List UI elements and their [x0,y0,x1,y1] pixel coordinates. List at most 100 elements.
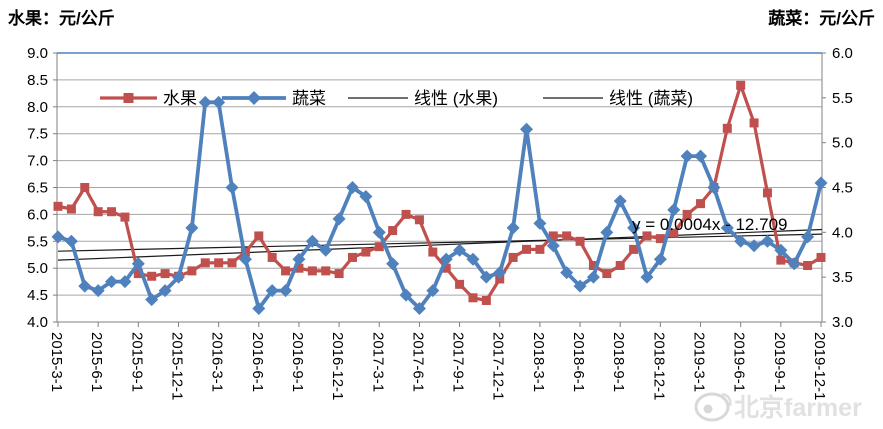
square-marker-icon [401,209,411,219]
left-axis-tick-label: 7.0 [27,153,48,170]
x-axis-tick-label: 2017-9-1 [450,332,467,392]
square-marker-icon [414,215,424,225]
diamond-marker-icon [292,252,306,266]
left-axis-tick-label: 4.5 [27,287,48,304]
diamond-marker-icon [466,252,480,266]
x-axis-tick-label: 2016-9-1 [289,332,306,392]
x-axis-tick-label: 2016-6-1 [249,332,266,392]
legend-item-label: 水果 [163,89,197,108]
diamond-marker-icon [707,181,721,194]
left-axis-tick-label: 9.0 [27,45,48,62]
square-marker-icon [441,263,451,273]
legend-item-label: 蔬菜 [292,89,326,108]
diamond-marker-icon [118,275,132,289]
diamond-marker-icon [399,288,413,302]
diamond-marker-icon [720,221,734,235]
diamond-marker-icon [814,176,828,190]
left-axis-tick-label: 7.5 [27,126,48,143]
square-marker-icon [803,261,813,271]
square-marker-icon [133,269,143,279]
diamond-marker-icon [78,279,92,293]
right-axis-title: 蔬菜：元/公斤 [768,9,875,28]
diamond-marker-icon [345,181,359,194]
square-marker-icon [655,234,665,244]
right-axis-tick-label: 4.0 [832,224,853,241]
square-marker-icon [736,80,746,90]
watermark-text: 北京farmer [734,393,862,422]
x-axis-tick-label: 2017-6-1 [409,332,426,392]
diamond-marker-icon [533,216,547,230]
square-marker-icon [334,269,344,279]
diamond-marker-icon [305,234,319,248]
diamond-marker-icon [247,91,261,105]
legend-item: 蔬菜 [222,89,326,108]
diamond-marker-icon [479,270,493,284]
x-axis-tick-label: 2016-12-1 [329,332,346,400]
right-axis-tick-label: 3.0 [832,314,853,331]
diamond-marker-icon [506,221,520,235]
diamond-marker-icon [520,122,534,136]
diamond-marker-icon [238,252,252,266]
diamond-marker-icon [158,284,172,298]
square-marker-icon [722,123,732,133]
square-marker-icon [267,252,277,262]
square-marker-icon [776,255,786,265]
square-marker-icon [307,266,317,276]
diamond-marker-icon [225,181,239,194]
square-marker-icon [80,183,90,192]
diamond-marker-icon [560,266,574,280]
diamond-marker-icon [198,95,212,109]
diamond-marker-icon [185,221,199,235]
diamond-marker-icon [171,270,185,284]
watermark: 北京farmer [694,392,862,422]
right-axis-tick-label: 5.5 [832,90,853,107]
square-marker-icon [187,266,197,276]
square-marker-icon [575,236,585,246]
diamond-marker-icon [667,203,681,217]
legend-item: 线性 (蔬菜) [543,89,693,108]
diamond-marker-icon [386,257,400,271]
square-marker-icon [548,231,558,241]
vegetable-series [51,95,828,316]
x-axis-tick-label: 2015-12-1 [168,332,185,400]
x-axis-tick-label: 2015-6-1 [88,332,105,392]
square-marker-icon [294,263,304,273]
square-marker-icon [642,231,652,241]
square-marker-icon [227,258,237,268]
diamond-marker-icon [453,243,467,257]
square-marker-icon [481,295,491,305]
left-axis-tick-label: 6.0 [27,206,48,223]
left-axis-tick-label: 8.0 [27,99,48,116]
square-marker-icon [588,261,598,271]
square-marker-icon [762,188,772,198]
x-axis-tick-label: 2015-3-1 [48,332,65,392]
legend: 水果 蔬菜 线性 (水果) 线性 (蔬菜) [100,89,693,108]
square-marker-icon [669,228,679,238]
square-marker-icon [602,269,612,279]
right-axis-tick-label: 5.0 [832,135,853,152]
diamond-marker-icon [546,239,560,253]
diamond-marker-icon [131,257,145,271]
x-axis-tick-label: 2017-3-1 [369,332,386,392]
diamond-marker-icon [51,230,65,244]
square-marker-icon [93,207,103,217]
x-axis-tick-label: 2018-12-1 [650,332,667,400]
diamond-marker-icon [426,284,440,298]
trendline [57,233,823,252]
diamond-marker-icon [212,95,226,109]
square-marker-icon [508,252,518,262]
left-axis-tick-label: 8.5 [27,72,48,89]
fruit-series [53,80,826,305]
square-marker-icon [361,247,371,257]
square-marker-icon [374,242,384,252]
x-axis-tick-label: 2019-12-1 [811,332,828,400]
square-marker-icon [455,279,465,289]
square-marker-icon [53,201,63,211]
square-marker-icon [147,271,157,281]
diamond-marker-icon [493,266,507,280]
left-axis-tick-label: 4.0 [27,314,48,331]
series-line [56,100,823,311]
diamond-marker-icon [694,149,708,163]
